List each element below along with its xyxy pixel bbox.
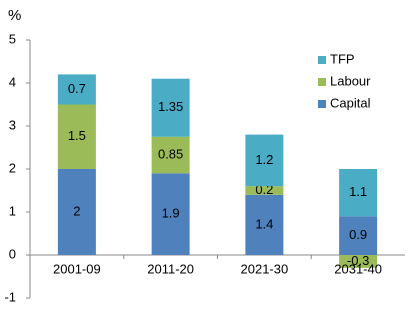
value-label: 1.2 bbox=[255, 152, 273, 167]
y-tick-label: 1 bbox=[9, 203, 16, 218]
bar-segment bbox=[339, 216, 378, 255]
bar-segment bbox=[57, 169, 96, 255]
y-tick-label: 4 bbox=[9, 74, 16, 89]
bar-segment bbox=[151, 173, 190, 255]
bar-segment bbox=[245, 194, 284, 255]
x-tick-label: 2001-09 bbox=[53, 261, 101, 276]
bar-segment bbox=[339, 169, 378, 217]
x-tick-label: 2021-30 bbox=[241, 261, 289, 276]
y-tick-label: -1 bbox=[4, 289, 16, 304]
bar-segment bbox=[245, 134, 284, 187]
value-label: 1.1 bbox=[349, 184, 367, 199]
legend-swatch bbox=[318, 100, 326, 108]
value-label: 2 bbox=[73, 203, 80, 218]
y-axis-label: % bbox=[8, 7, 21, 24]
value-label: 1.35 bbox=[158, 99, 183, 114]
legend-label: Capital bbox=[330, 95, 371, 110]
y-tick-label: 2 bbox=[9, 160, 16, 175]
value-label: 1.4 bbox=[255, 216, 273, 231]
value-label: 1.9 bbox=[162, 206, 180, 221]
bar-segment bbox=[151, 136, 190, 174]
x-tick-label: 2011-20 bbox=[147, 261, 194, 276]
value-label: -0.3 bbox=[347, 253, 369, 268]
bar-segment bbox=[339, 255, 378, 268]
bar-segment bbox=[57, 74, 96, 105]
legend-swatch bbox=[318, 78, 326, 86]
y-tick-label: 0 bbox=[9, 246, 16, 261]
value-label: 0.9 bbox=[349, 227, 367, 242]
legend-label: Labour bbox=[330, 73, 371, 88]
bar-segment bbox=[57, 104, 96, 169]
bar-segment bbox=[245, 186, 284, 195]
value-label: 1.5 bbox=[68, 128, 86, 143]
x-tick-label: 2031-40 bbox=[334, 261, 382, 276]
value-label: 0.85 bbox=[158, 146, 183, 161]
y-tick-label: 5 bbox=[9, 31, 16, 46]
bar-segment bbox=[151, 78, 190, 137]
y-tick-label: 3 bbox=[9, 117, 16, 132]
value-label: 0.7 bbox=[68, 81, 86, 96]
legend-swatch bbox=[318, 56, 326, 64]
legend-label: TFP bbox=[330, 51, 355, 66]
